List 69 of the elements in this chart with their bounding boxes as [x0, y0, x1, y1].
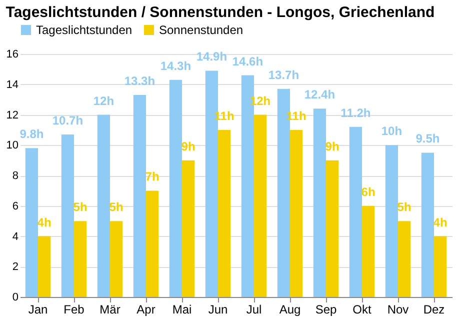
data-label: 13.7h: [268, 68, 300, 82]
bar: [362, 206, 375, 297]
x-tick-label: Feb: [64, 302, 85, 316]
data-label: 11h: [214, 108, 234, 123]
data-label: 14.6h: [232, 54, 264, 68]
data-label: 11.2h: [340, 106, 371, 120]
bar: [169, 80, 182, 297]
x-tick-label: Mai: [172, 302, 192, 316]
bar: [38, 236, 51, 297]
legend-label: Tageslichtstunden: [36, 23, 132, 37]
bar: [349, 126, 362, 297]
data-label: 9.8h: [20, 127, 44, 142]
y-tick-label: 8: [12, 170, 18, 182]
y-tick-label: 6: [12, 200, 18, 212]
x-tick-label: Okt: [352, 302, 372, 316]
x-tick-label: Aug: [279, 302, 301, 316]
bar: [434, 236, 447, 297]
y-tick-label: 14: [6, 78, 18, 91]
y-tick-label: 2: [12, 261, 18, 274]
data-label: 13.3h: [124, 74, 156, 88]
x-tick-label: Jun: [208, 302, 228, 316]
x-tick-label: Apr: [136, 302, 156, 316]
x-tick-label: Mär: [100, 302, 120, 316]
bar: [110, 221, 123, 297]
data-label: 9h: [181, 139, 196, 154]
bar: [97, 114, 110, 297]
y-tick-label: 0: [12, 292, 18, 304]
data-label: 5h: [109, 200, 124, 214]
bar: [385, 145, 398, 297]
x-tick-label: Nov: [387, 302, 409, 316]
x-tick-label: Jul: [246, 302, 262, 316]
data-label: 6h: [361, 184, 376, 199]
chart-title: Tageslichtstunden / Sonnenstunden - Longos, Griechenland: [6, 4, 435, 21]
bar: [313, 108, 326, 297]
bar: [421, 152, 434, 297]
y-tick-label: 12: [6, 109, 18, 122]
x-tick-label: Jan: [28, 302, 48, 316]
data-label: 14.3h: [160, 58, 192, 73]
bar: [182, 160, 195, 297]
y-tick-label: 16: [6, 48, 18, 60]
data-label: 5h: [397, 200, 412, 214]
data-label: 9h: [325, 139, 340, 154]
bar: [74, 221, 87, 297]
legend-label: Sonnenstunden: [159, 23, 244, 37]
bar: [218, 130, 231, 297]
x-tick-label: Sep: [315, 302, 337, 316]
bar: [133, 95, 146, 297]
y-tick-label: 4: [12, 230, 18, 243]
data-label: 12h: [250, 94, 271, 108]
bar: [146, 190, 159, 297]
data-label: 4h: [433, 215, 448, 230]
data-label: 14.9h: [196, 50, 228, 64]
bar: [326, 160, 339, 297]
bar: [61, 134, 74, 297]
data-label: 10h: [381, 124, 402, 138]
bar: [254, 114, 267, 297]
data-label: 5h: [73, 200, 88, 214]
y-tick-label: 10: [6, 140, 18, 152]
x-tick-label: Dez: [423, 302, 445, 316]
bar: [25, 148, 38, 297]
bar: [290, 130, 303, 297]
data-label: 9.5h: [416, 132, 440, 146]
data-label: 10.7h: [52, 113, 84, 128]
data-label: 12h: [93, 94, 114, 108]
data-label: 12.4h: [304, 88, 336, 102]
data-label: 11h: [286, 108, 306, 123]
data-label: 7h: [145, 170, 160, 184]
bar: [398, 221, 411, 297]
data-label: 4h: [37, 215, 52, 230]
